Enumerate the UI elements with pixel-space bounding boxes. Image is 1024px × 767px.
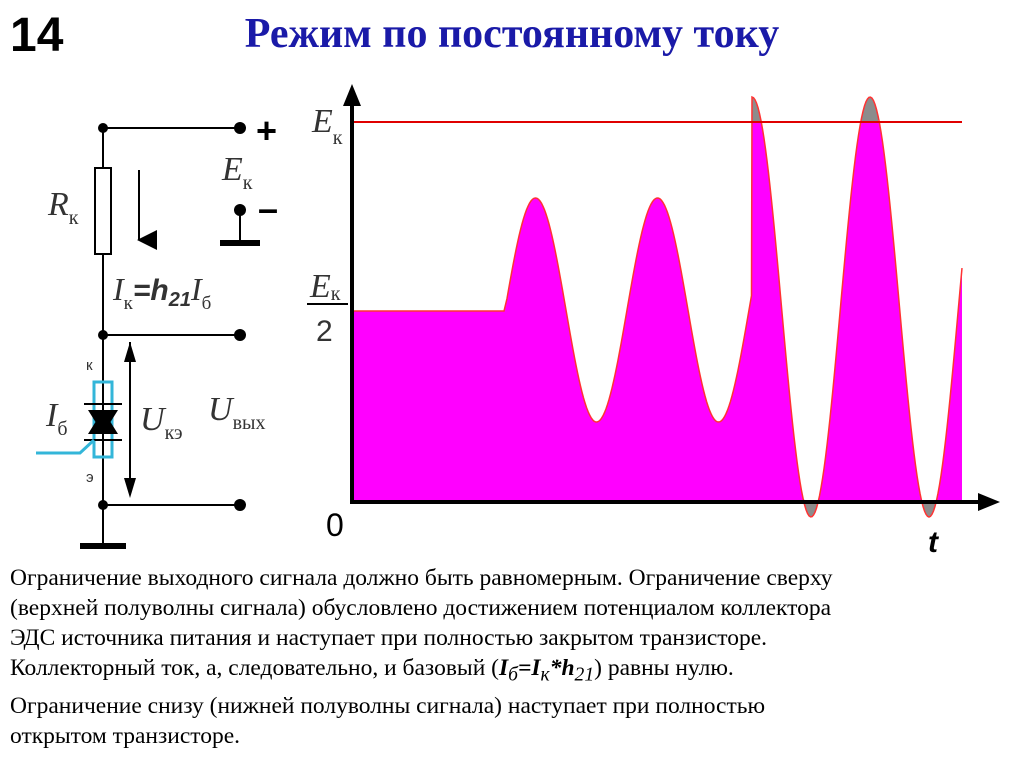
circuit [80, 127, 260, 549]
y-axis-arrow [343, 84, 361, 106]
plot [343, 84, 1000, 518]
terminal-out-bottom [234, 499, 246, 511]
uke-label: Uкэ [140, 401, 183, 444]
plus-sign: + [256, 110, 277, 151]
uke-arrow-top [124, 342, 136, 362]
ik-formula: Iк=h21Iб [112, 271, 211, 314]
signal-curve [354, 95, 963, 518]
minus-sign: – [258, 188, 278, 229]
caption-line-3: ЭДС источника питания и наступает при по… [10, 625, 768, 651]
caption: Ограничение выходного сигнала должно быт… [10, 563, 1014, 751]
diagram: + – Eк Rк Iк=h21Iб к э Iб Uкэ Uвых Eк Eк… [36, 84, 1000, 559]
ib-label: Iб [45, 397, 68, 440]
e-label: Eк [221, 151, 253, 194]
node-collector [98, 330, 108, 340]
emitter-label: э [86, 469, 94, 486]
clipped-top-left [752, 97, 761, 122]
ek-half-label: Eк 2 [307, 268, 348, 348]
resistor-rk [94, 167, 112, 255]
base-lead [36, 438, 96, 455]
clipped-bottom-right [921, 500, 937, 517]
terminal-minus [234, 204, 246, 216]
caption-line-5: Ограничение снизу (нижней полуволны сигн… [10, 692, 766, 719]
x-axis-arrow [978, 493, 1000, 511]
caption-line-1: Ограничение выходного сигнала должно быт… [10, 565, 833, 591]
node-emitter [98, 500, 108, 510]
signal-fill [354, 122, 962, 500]
caption-line-4: Коллекторный ток, а, следовательно, и ба… [10, 655, 734, 686]
terminal-out-top [234, 329, 246, 341]
t-axis-label: t [928, 526, 940, 559]
uke-arrow-bottom [124, 478, 136, 498]
rk-label: Rк [47, 186, 79, 229]
terminals [98, 122, 246, 511]
origin-label: 0 [326, 507, 344, 543]
collector-label: к [86, 357, 93, 374]
slide-title: Режим по постоянному току [244, 11, 780, 57]
transistor-symbol [36, 380, 122, 459]
caption-line-2: (верхней полуволны сигнала) обусловлено … [10, 595, 831, 621]
svg-text:Eк: Eк [309, 268, 341, 305]
slide-number: 14 [10, 9, 64, 62]
ek-axis-label: Eк [311, 103, 343, 149]
terminal-plus [234, 122, 246, 134]
node-top [98, 123, 108, 133]
caption-line-6: открытом транзисторе. [10, 722, 241, 749]
svg-text:2: 2 [316, 315, 333, 348]
uout-label: Uвых [208, 391, 265, 434]
